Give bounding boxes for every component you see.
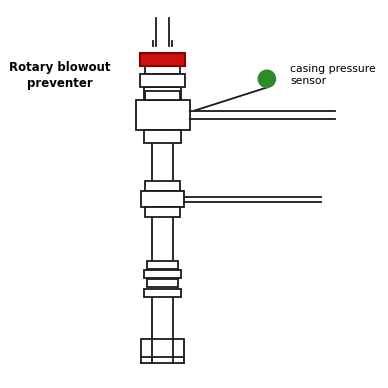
Bar	[147, 279, 178, 287]
Bar	[140, 74, 185, 87]
Bar	[145, 182, 180, 192]
Bar	[135, 100, 189, 130]
Text: Rotary blowout
preventer: Rotary blowout preventer	[9, 61, 111, 90]
Bar	[144, 87, 181, 100]
Bar	[140, 52, 185, 66]
Bar	[141, 339, 184, 357]
Bar	[145, 207, 180, 217]
Bar	[144, 130, 181, 143]
Bar	[145, 66, 180, 74]
Circle shape	[258, 70, 275, 87]
Bar	[141, 192, 184, 207]
Bar	[147, 261, 178, 268]
Bar	[144, 270, 181, 278]
Text: casing pressure
sensor: casing pressure sensor	[290, 64, 376, 87]
Bar	[145, 92, 180, 100]
Bar	[144, 289, 181, 296]
